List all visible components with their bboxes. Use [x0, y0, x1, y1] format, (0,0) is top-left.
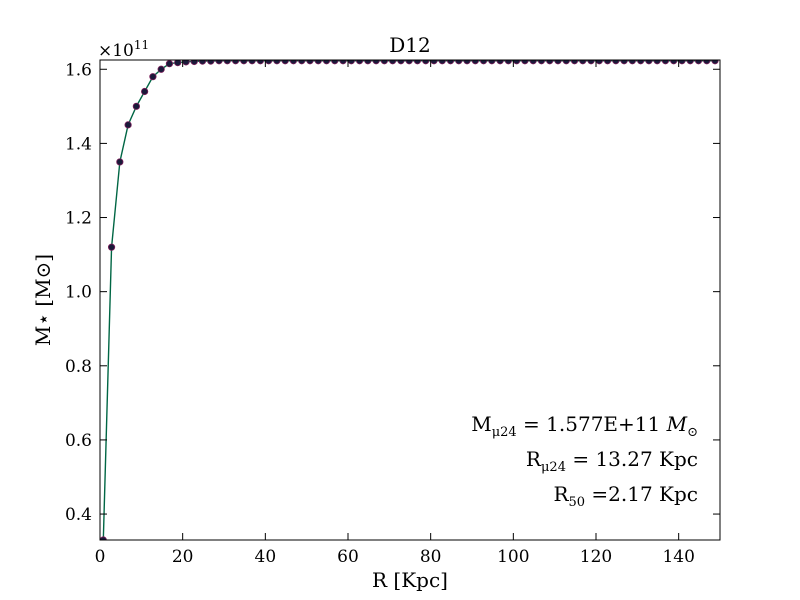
data-point	[620, 60, 628, 65]
data-point	[157, 65, 165, 73]
y-axis-multiplier-base: ×10	[98, 41, 134, 61]
data-point	[331, 60, 339, 65]
data-point	[107, 243, 116, 251]
x-tick-label: 100	[497, 547, 529, 567]
data-point	[289, 60, 298, 65]
data-point	[479, 60, 488, 65]
data-point	[364, 60, 372, 65]
data-point	[579, 60, 587, 65]
data-point	[248, 60, 256, 65]
x-tick-label: 80	[420, 547, 442, 567]
data-point	[413, 60, 422, 65]
data-point	[603, 60, 612, 65]
data-point	[116, 158, 124, 166]
x-tick-label: 0	[95, 547, 106, 567]
data-point	[132, 102, 140, 110]
y-tick-label: 0.8	[65, 357, 92, 377]
data-point	[488, 60, 496, 65]
x-tick-label: 140	[662, 547, 694, 567]
y-tick-label: 1.0	[65, 283, 92, 303]
data-point	[322, 60, 331, 65]
data-point	[455, 60, 463, 65]
data-point	[529, 60, 537, 65]
data-point	[355, 60, 364, 65]
annotation-block: Mμ24 = 1.577E+11 M⊙ Rμ24 = 13.27 Kpc R50 =…	[471, 412, 698, 510]
data-point	[223, 60, 231, 65]
x-tick-label: 20	[172, 547, 194, 567]
data-point	[215, 60, 223, 65]
data-point	[198, 60, 207, 65]
data-point	[397, 60, 405, 65]
data-point	[686, 60, 694, 65]
data-point	[372, 60, 380, 65]
data-point	[438, 60, 446, 65]
x-axis-label: R [Kpc]	[372, 568, 448, 592]
data-point	[256, 60, 264, 65]
annotation-line: R50 =2.17 Kpc	[553, 482, 698, 510]
data-point	[711, 60, 719, 65]
y-tick-label: 1.6	[65, 60, 92, 80]
data-point	[570, 60, 579, 65]
data-point	[694, 60, 703, 65]
data-point	[149, 73, 157, 81]
data-point	[240, 60, 248, 65]
data-point	[521, 60, 529, 65]
data-point	[496, 60, 504, 65]
y-axis-label: M⋆ [M⊙]	[31, 254, 55, 346]
data-point	[471, 60, 479, 65]
x-tick-label: 120	[580, 547, 612, 567]
data-point	[703, 60, 711, 65]
y-tick-label: 1.4	[65, 134, 92, 154]
x-tick-label: 60	[337, 547, 359, 567]
data-point	[562, 60, 570, 65]
data-point	[537, 60, 546, 65]
data-point	[339, 60, 347, 65]
data-point	[653, 60, 661, 65]
data-point	[314, 60, 322, 65]
data-layer	[100, 60, 719, 540]
data-point	[504, 60, 512, 65]
data-point	[306, 60, 314, 65]
annotation-line: Rμ24 = 13.27 Kpc	[526, 447, 698, 475]
data-point	[165, 60, 174, 68]
data-point	[645, 60, 653, 65]
plot-frame	[99, 59, 721, 541]
data-point	[661, 60, 670, 65]
x-tick-label: 40	[255, 547, 277, 567]
data-point	[587, 60, 595, 65]
y-axis-multiplier-exponent: 11	[134, 38, 149, 52]
data-point	[546, 60, 554, 65]
ticks-layer: 0 20 40 60 80 100 120 140 0.4 0.6 0.8 1.0 1.2 1.4 1.6	[65, 60, 720, 567]
y-tick-label: 1.2	[65, 209, 92, 229]
y-axis-multiplier: ×1011	[98, 38, 149, 61]
y-tick-label: 0.6	[65, 431, 92, 451]
data-point	[670, 60, 678, 65]
data-point	[190, 60, 198, 66]
data-point	[612, 60, 620, 65]
data-point	[298, 60, 306, 65]
data-point	[141, 87, 149, 96]
data-point	[207, 60, 215, 65]
data-point	[174, 60, 182, 67]
data-point	[422, 60, 430, 65]
data-point	[405, 60, 413, 65]
chart-title: D12	[389, 33, 430, 57]
data-point	[446, 60, 455, 65]
data-point	[463, 60, 471, 65]
y-tick-label: 0.4	[65, 505, 92, 525]
data-point	[273, 60, 281, 65]
data-point	[124, 121, 132, 129]
data-point	[389, 60, 397, 65]
data-point	[637, 60, 645, 65]
data-point	[554, 60, 562, 65]
data-point	[281, 60, 289, 65]
data-point	[628, 60, 636, 65]
data-point	[380, 60, 388, 65]
data-point	[231, 60, 240, 65]
annotation-line: Mμ24 = 1.577E+11 M⊙	[471, 412, 698, 440]
